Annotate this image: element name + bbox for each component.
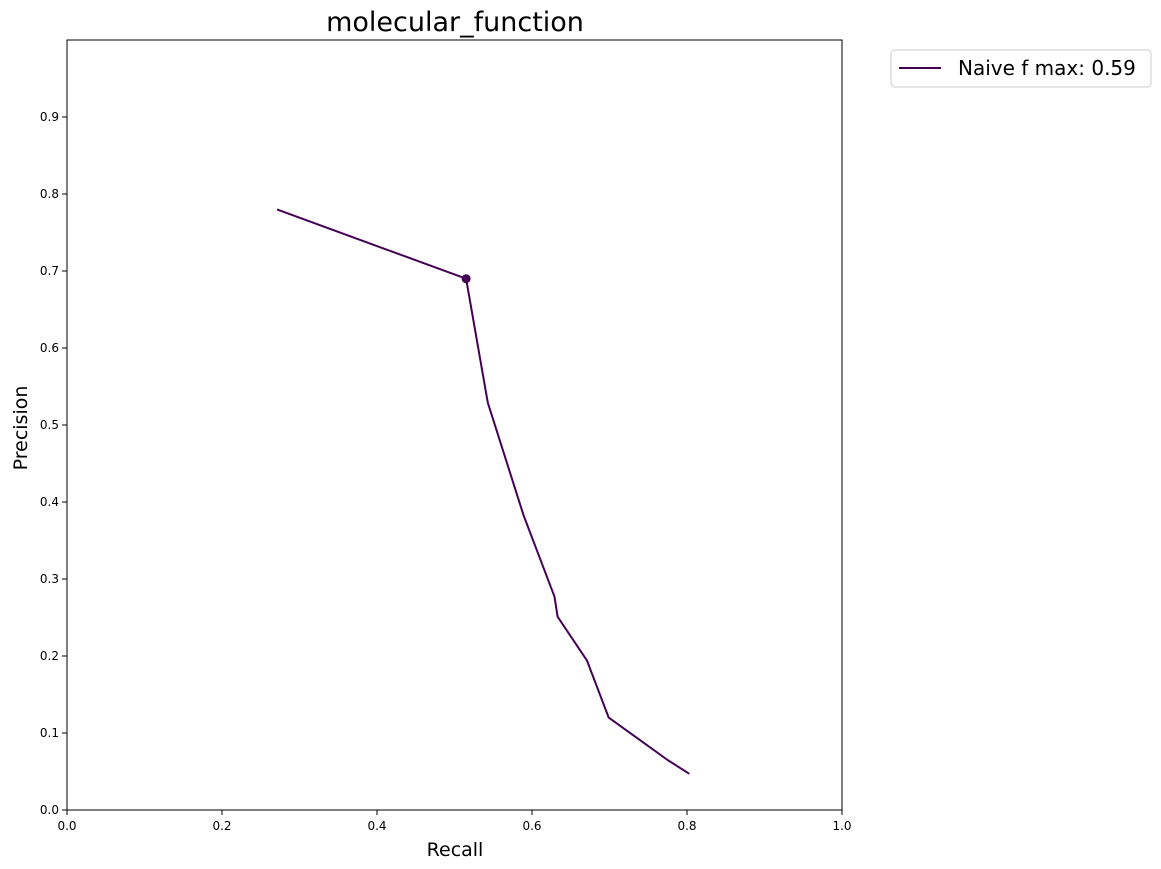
y-axis: 0.0 0.1 0.2 0.3 0.4 0.5 0.6 0.7 0.8 0.9 <box>40 110 67 817</box>
y-tick-label: 0.2 <box>40 649 59 663</box>
legend-series-label: Naive f max: 0.59 <box>958 56 1136 80</box>
x-axis-label: Recall <box>427 839 484 861</box>
legend: Naive f max: 0.59 <box>890 49 1152 88</box>
x-tick-label: 0.2 <box>212 819 231 833</box>
y-axis-label: Precision <box>10 386 32 471</box>
y-tick-label: 0.7 <box>40 264 59 278</box>
x-tick-label: 0.0 <box>57 819 76 833</box>
series-line <box>276 208 690 775</box>
legend-box <box>890 49 1152 88</box>
y-tick-label: 0.9 <box>40 110 59 124</box>
y-tick-label: 0.1 <box>40 726 59 740</box>
fmax-point <box>461 274 471 284</box>
x-axis: 0.0 0.2 0.4 0.6 0.8 1.0 <box>57 810 852 833</box>
chart-title: molecular_function <box>326 7 584 38</box>
x-tick-label: 0.6 <box>522 819 541 833</box>
y-tick-label: 0.4 <box>40 495 59 509</box>
y-tick-label: 0.8 <box>40 187 59 201</box>
y-tick-label: 0.5 <box>40 418 59 432</box>
series-layer <box>276 208 690 775</box>
y-tick-label: 0.6 <box>40 341 59 355</box>
x-tick-label: 1.0 <box>832 819 851 833</box>
y-tick-label: 0.3 <box>40 572 59 586</box>
plot-area <box>66 39 843 811</box>
y-tick-label: 0.0 <box>40 803 59 817</box>
x-tick-label: 0.8 <box>677 819 696 833</box>
x-tick-label: 0.4 <box>367 819 386 833</box>
